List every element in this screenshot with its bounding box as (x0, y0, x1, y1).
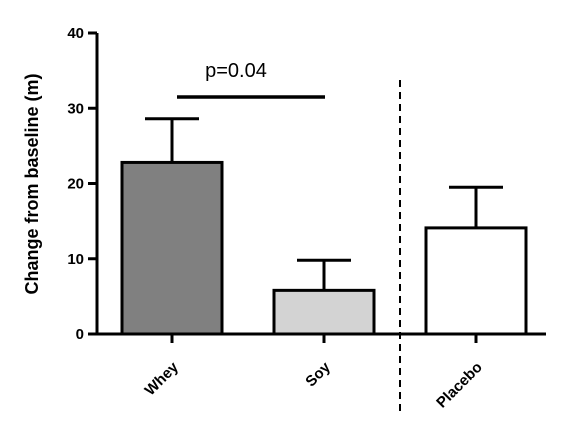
category-label-soy: Soy (302, 358, 334, 390)
bar-whey (120, 160, 224, 336)
bar-soy (272, 288, 376, 336)
annotations: p=0.04 (177, 60, 401, 412)
y-tick-label: 30 (67, 100, 84, 117)
category-label-placebo: Placebo (433, 359, 486, 412)
y-tick-label: 20 (67, 176, 84, 193)
bars (120, 117, 528, 336)
x-axis: Whey Soy Placebo (95, 332, 546, 412)
p-value-label: p=0.04 (205, 60, 267, 82)
y-tick-label: 10 (67, 251, 84, 268)
y-tick-label: 40 (67, 25, 84, 42)
category-label-whey: Whey (142, 358, 183, 399)
y-tick-label: 0 (76, 326, 84, 343)
bar-placebo (424, 226, 528, 336)
y-axis: 0 10 20 30 40 (67, 25, 99, 343)
y-axis-label: Change from baseline (m) (22, 73, 42, 294)
